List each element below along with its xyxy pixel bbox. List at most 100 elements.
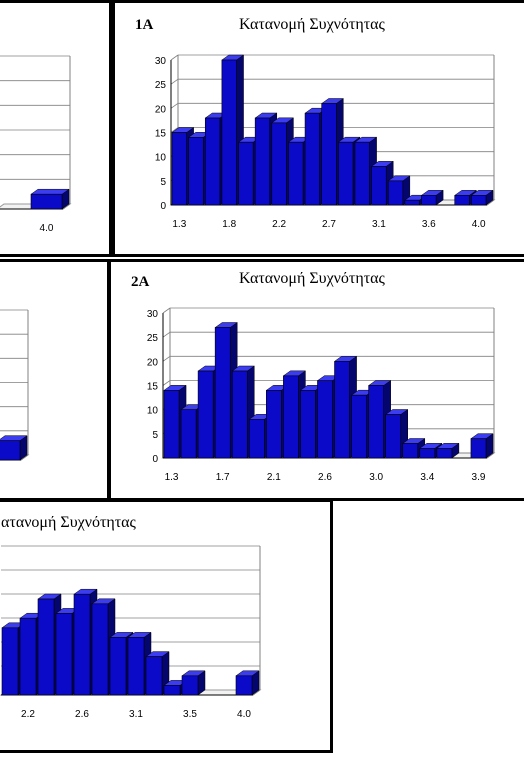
y-tick-label: 0 xyxy=(152,454,158,465)
bar xyxy=(1,627,19,696)
bar xyxy=(231,370,248,459)
x-tick-label: 1.3 xyxy=(172,219,186,230)
bar xyxy=(188,137,204,206)
bar xyxy=(163,390,180,459)
bar xyxy=(30,193,63,210)
bar xyxy=(271,122,287,206)
gridline-depth xyxy=(170,127,179,133)
chart-title-bottom: ατανομή Συχνότητας xyxy=(1,514,136,531)
bar xyxy=(163,685,181,696)
y-tick-label: 10 xyxy=(147,406,159,417)
bar xyxy=(288,141,304,206)
bar xyxy=(214,327,231,459)
x-tick-label: 3.6 xyxy=(422,219,436,230)
chart-title-2a: Κατανομή Συχνότητας xyxy=(239,270,385,287)
bar xyxy=(238,141,254,206)
floor-edge xyxy=(20,454,29,461)
gridline-depth xyxy=(170,54,179,61)
panel-label-2a: 2A xyxy=(131,274,150,290)
gridline-depth xyxy=(162,331,171,338)
bar xyxy=(254,117,271,206)
x-tick-label: 4.0 xyxy=(472,219,486,230)
y-tick-label: 15 xyxy=(155,129,167,140)
chart-2a: 0 5 10 15 20 25 30 1.3 1.7 2.1 2.6 3.0 3.4 3.9 xyxy=(147,307,496,483)
x-tick-label: 1.3 xyxy=(165,472,179,483)
bar xyxy=(248,419,265,459)
bar xyxy=(73,593,91,696)
chart-1a-left-cropped: 4.0 xyxy=(0,55,72,234)
x-tick-label: 3.0 xyxy=(369,472,383,483)
y-tick-label: 10 xyxy=(155,153,167,164)
bar xyxy=(19,617,37,696)
bar xyxy=(221,59,237,206)
bar xyxy=(402,443,419,459)
bar xyxy=(419,448,436,459)
bar xyxy=(127,637,145,696)
floor-edge xyxy=(62,203,71,210)
bar xyxy=(334,361,350,459)
bar xyxy=(321,103,337,206)
bar xyxy=(55,613,73,696)
x-tick-label: 1.8 xyxy=(222,219,236,230)
y-tick-label: 5 xyxy=(152,430,158,441)
x-tick-label: 2.6 xyxy=(318,472,332,483)
panel-1a: 1A Κατανομή Συχνότητας 0 5 10 15 20 25 30 1.3 1.… xyxy=(112,0,524,257)
bar xyxy=(351,394,367,459)
y-tick-label: 30 xyxy=(155,56,167,67)
bar xyxy=(283,375,299,459)
y-tick-label: 0 xyxy=(160,201,166,212)
bar xyxy=(145,656,163,696)
y-tick-label: 15 xyxy=(147,382,159,393)
panel-label-1a: 1A xyxy=(135,17,154,33)
bar xyxy=(368,385,384,459)
bar xyxy=(0,440,21,461)
panel-2a-left-cropped xyxy=(0,259,110,501)
x-tick-label: 4.0 xyxy=(237,709,251,720)
y-tick-label: 25 xyxy=(147,333,159,344)
bar xyxy=(470,438,487,459)
chart-2a-left-cropped xyxy=(0,309,30,461)
bar xyxy=(454,195,470,206)
panel-2a: 2A Κατανομή Συχνότητας 0 5 10 15 20 25 30 1.3 1.… xyxy=(108,259,524,501)
bar xyxy=(204,117,221,206)
bar xyxy=(317,380,333,459)
bar xyxy=(387,180,404,206)
bar xyxy=(304,112,320,206)
panel-1a-left-cropped: 4.0 xyxy=(0,0,112,257)
bar xyxy=(266,390,282,459)
bar xyxy=(37,598,55,696)
chart-bottom-cropped: 2.2 2.6 3.1 3.5 4.0 xyxy=(0,545,262,720)
gridline-depth xyxy=(170,103,179,109)
gridline-depth xyxy=(162,307,171,314)
chart-1a: 0 5 10 15 20 25 30 1.3 1.8 2.2 2.7 3.1 3.6 4.0 xyxy=(155,54,496,230)
x-tick-label: 2.2 xyxy=(21,709,35,720)
panel-bottom-cropped: ατανομή Συχνότητας 2.2 2.6 3.1 3.5 4.0 xyxy=(0,499,333,753)
x-tick-label: 3.4 xyxy=(420,472,434,483)
x-tick-label: 4.0 xyxy=(40,223,54,234)
floor-edge xyxy=(486,199,495,206)
y-tick-label: 20 xyxy=(147,357,159,368)
bar xyxy=(371,166,387,206)
y-tick-label: 30 xyxy=(147,309,159,320)
bar xyxy=(471,195,487,206)
x-tick-label: 3.9 xyxy=(472,472,486,483)
bar xyxy=(338,141,354,206)
y-tick-label: 25 xyxy=(155,80,167,91)
bar xyxy=(385,414,402,459)
chart-title-1a: Κατανομή Συχνότητας xyxy=(239,16,385,33)
gridline-depth xyxy=(170,78,179,85)
x-tick-label: 3.1 xyxy=(372,219,386,230)
bar xyxy=(171,132,187,206)
floor-edge xyxy=(486,452,495,459)
x-tick-label: 2.2 xyxy=(272,219,286,230)
bar xyxy=(181,675,199,696)
bar xyxy=(300,390,316,459)
gridline-depth xyxy=(162,356,171,362)
gridline-depth xyxy=(162,380,171,386)
bar xyxy=(404,199,420,206)
bar xyxy=(354,141,370,206)
bar xyxy=(180,409,197,459)
bar xyxy=(235,675,253,696)
x-tick-label: 3.1 xyxy=(129,709,143,720)
bar xyxy=(197,370,214,459)
